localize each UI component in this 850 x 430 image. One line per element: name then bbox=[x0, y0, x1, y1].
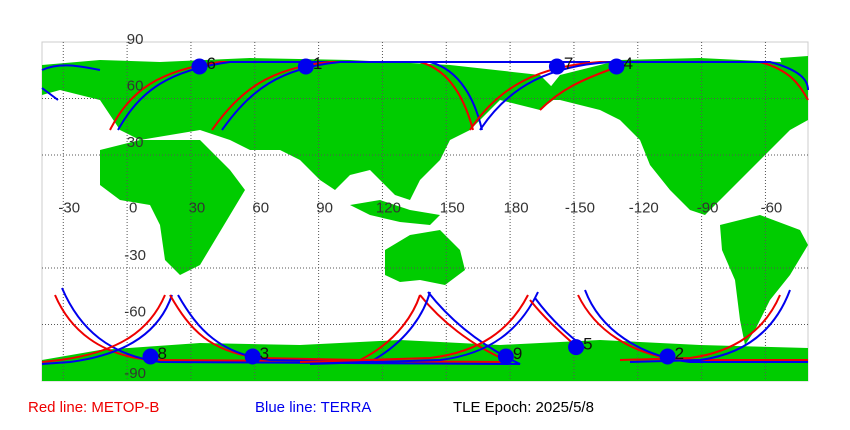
point-label: 2 bbox=[675, 344, 684, 363]
lon-label: -30 bbox=[58, 199, 80, 216]
point-label: 4 bbox=[624, 54, 633, 73]
lat-label: 30 bbox=[127, 134, 144, 151]
satellite-point bbox=[497, 348, 514, 365]
lon-label: -60 bbox=[761, 199, 783, 216]
legend-blue: Blue line: TERRA bbox=[255, 399, 371, 416]
satellite-point bbox=[548, 58, 565, 75]
satellite-point bbox=[568, 339, 585, 356]
satellite-points: 1 2 3 4 5 6 7 8 9 bbox=[142, 54, 684, 365]
point-label: 3 bbox=[260, 344, 269, 363]
lon-label: 30 bbox=[189, 199, 206, 216]
lon-label: 60 bbox=[252, 199, 269, 216]
point-label: 6 bbox=[206, 54, 215, 73]
lat-label: -90 bbox=[124, 365, 146, 382]
point-label: 8 bbox=[158, 344, 167, 363]
point-label: 5 bbox=[583, 335, 592, 354]
lon-label: 120 bbox=[376, 199, 401, 216]
satellite-point bbox=[142, 348, 159, 365]
lon-label: -150 bbox=[565, 199, 595, 216]
lon-label: 90 bbox=[316, 199, 333, 216]
satellite-point bbox=[659, 348, 676, 365]
legend-red: Red line: METOP-B bbox=[28, 399, 159, 416]
lon-label: 180 bbox=[504, 199, 529, 216]
point-label: 1 bbox=[313, 54, 322, 73]
point-label: 7 bbox=[564, 54, 573, 73]
lon-label: -90 bbox=[697, 199, 719, 216]
lon-label: 0 bbox=[129, 199, 137, 216]
satellite-point bbox=[608, 58, 625, 75]
lat-label: 90 bbox=[127, 31, 144, 48]
point-label: 9 bbox=[513, 344, 522, 363]
satellite-point bbox=[244, 348, 261, 365]
lat-label: -30 bbox=[124, 247, 146, 264]
satellite-point bbox=[297, 58, 314, 75]
lat-label: -60 bbox=[124, 303, 146, 320]
tle-epoch: TLE Epoch: 2025/5/8 bbox=[453, 399, 594, 416]
lon-label: -120 bbox=[629, 199, 659, 216]
satellite-point bbox=[191, 58, 208, 75]
graticule-labels: -30 0 30 60 90 120 150 180 -150 -120 -90 -60 90 60 30 -… bbox=[58, 31, 782, 382]
lon-label: 150 bbox=[440, 199, 465, 216]
lat-label: 60 bbox=[127, 77, 144, 94]
